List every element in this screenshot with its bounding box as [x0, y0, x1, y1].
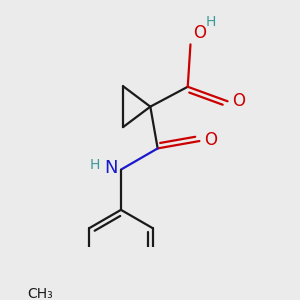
Text: H: H — [90, 158, 101, 172]
Text: O: O — [232, 92, 245, 110]
Text: CH₃: CH₃ — [28, 287, 53, 300]
Text: H: H — [206, 15, 216, 29]
Text: O: O — [193, 24, 206, 42]
Text: N: N — [105, 159, 118, 177]
Text: O: O — [204, 131, 217, 149]
